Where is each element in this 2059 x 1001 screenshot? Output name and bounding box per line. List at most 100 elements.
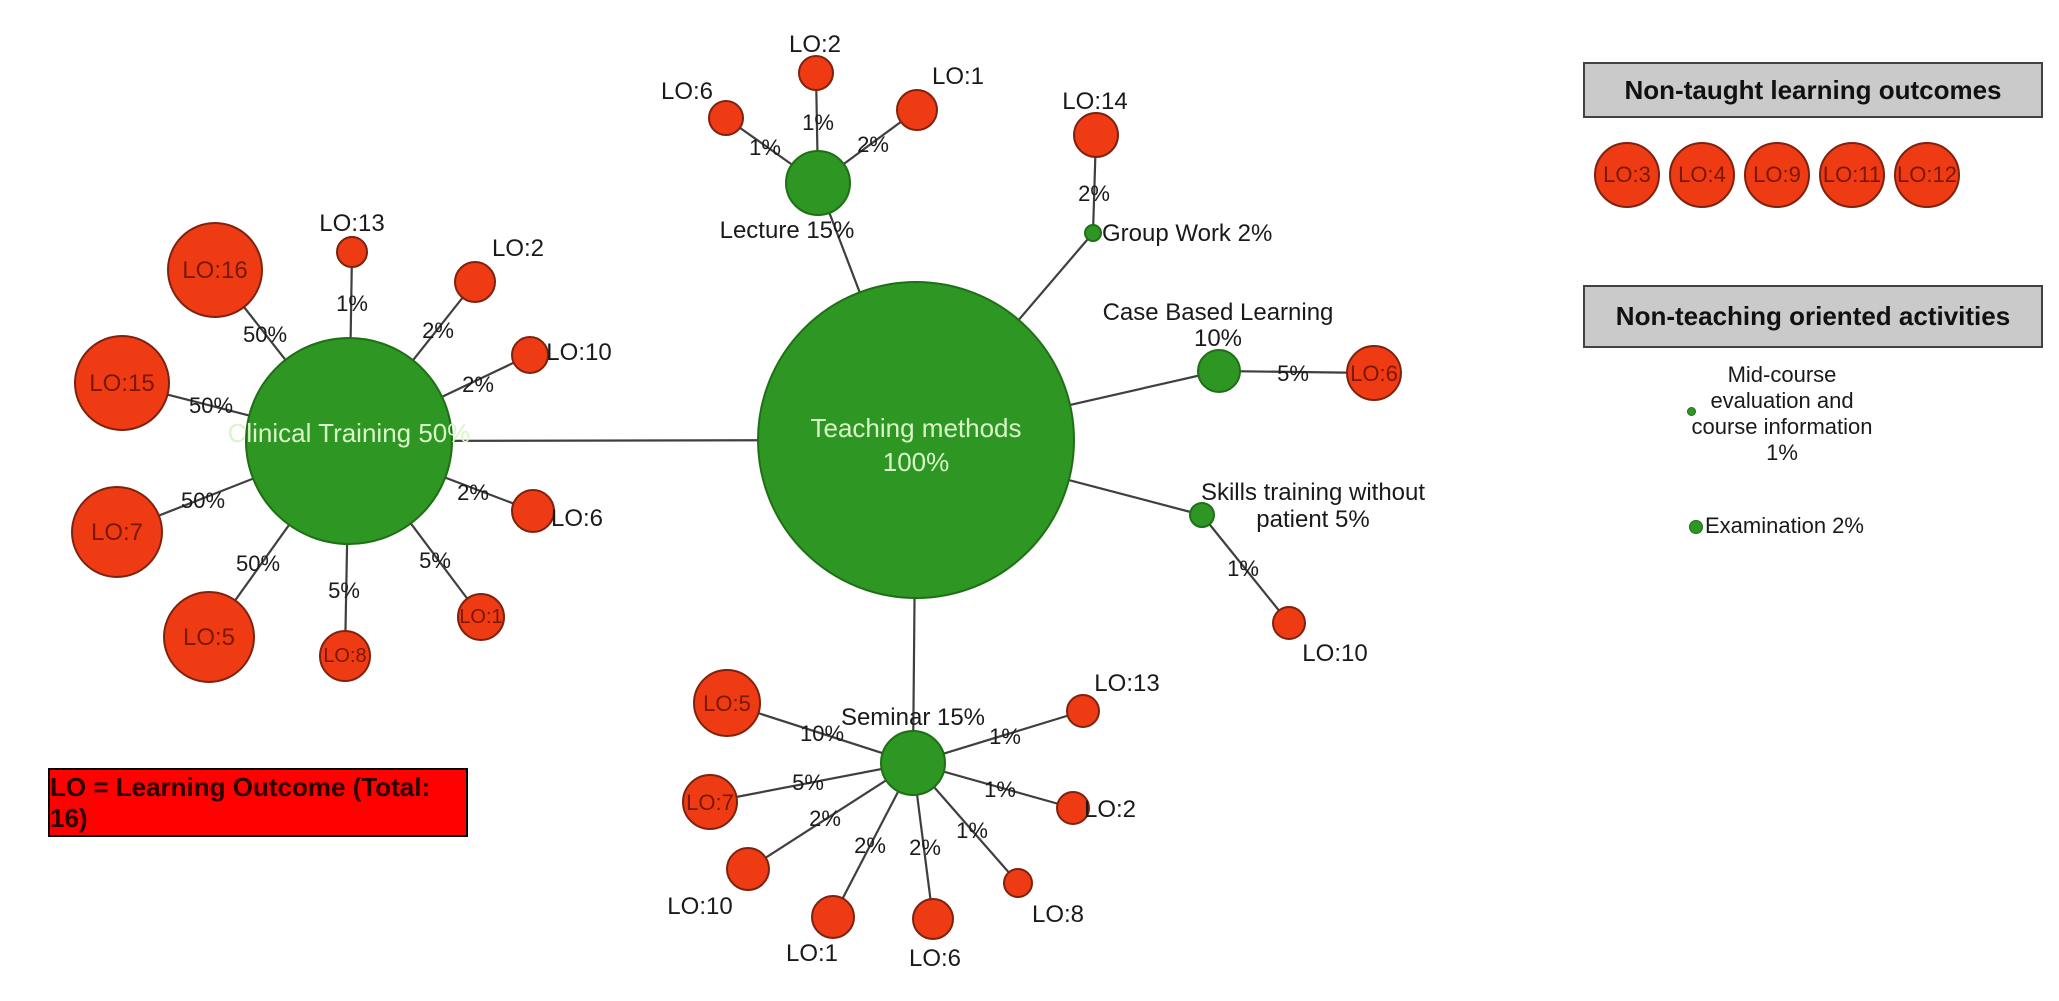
node-teaching <box>757 281 1075 599</box>
edge-label-lec-lo2-lecture: 1% <box>802 110 834 135</box>
edge-label-se-lo1-seminar: 2% <box>854 833 886 858</box>
node-clinical <box>245 337 453 545</box>
edge-label-cl-lo6-clinical: 2% <box>457 480 489 505</box>
edge-label-cl-lo15-clinical: 50% <box>189 393 233 418</box>
node-label-se-lo6: LO:6 <box>909 945 961 972</box>
node-label-cl-lo15: LO:15 <box>89 370 154 397</box>
node-cl-lo7 <box>71 486 163 578</box>
node-label-se-lo10: LO:10 <box>667 893 732 920</box>
node-label-casebased: Case Based Learning 10% <box>1103 299 1334 352</box>
edge-label-lo14-groupwork: 2% <box>1078 181 1110 206</box>
node-se-lo13 <box>1066 694 1100 728</box>
non-taught-outcomes-header: Non-taught learning outcomes <box>1583 62 2043 118</box>
node-se-lo10 <box>726 847 770 891</box>
node-cl-lo13 <box>336 236 368 268</box>
node-groupwork <box>1084 224 1102 242</box>
edge-label-sk-lo10-skills: 1% <box>1227 556 1259 581</box>
legend-outcome-lo9: LO:9 <box>1744 142 1810 208</box>
node-label-se-lo2: LO:2 <box>1084 796 1136 823</box>
mid-course-dot-icon <box>1687 407 1696 416</box>
node-se-lo2 <box>1056 791 1090 825</box>
node-label-cl-lo2: LO:2 <box>492 235 544 262</box>
node-label-lec-lo1: LO:1 <box>932 63 984 90</box>
node-lecture <box>785 150 851 216</box>
node-cl-lo16 <box>167 222 263 318</box>
node-label-cl-lo6: LO:6 <box>551 505 603 532</box>
edge-label-se-lo7-seminar: 5% <box>792 770 824 795</box>
node-label-lec-lo6: LO:6 <box>661 78 713 105</box>
legend-outcome-lo12: LO:12 <box>1894 142 1960 208</box>
edge-label-se-lo5-seminar: 10% <box>800 721 844 746</box>
edge-label-cl-lo16-clinical: 50% <box>243 322 287 347</box>
node-lec-lo1 <box>896 89 938 131</box>
examination-dot-icon <box>1689 520 1703 534</box>
node-cb-lo6 <box>1346 345 1402 401</box>
edge-label-se-lo10-seminar: 2% <box>809 806 841 831</box>
node-label-lo14: LO:14 <box>1062 88 1127 115</box>
node-cl-lo2 <box>454 261 496 303</box>
non-taught-outcomes-row: LO:3 LO:4 LO:9 LO:11 LO:12 <box>1594 142 1960 208</box>
node-label-cl-lo10: LO:10 <box>546 339 611 366</box>
node-se-lo8 <box>1003 868 1033 898</box>
node-label-groupwork: Group Work 2% <box>1102 220 1272 247</box>
node-cl-lo15 <box>74 335 170 431</box>
node-casebased <box>1197 349 1241 393</box>
edge-label-cb-lo6-casebased: 5% <box>1277 361 1309 386</box>
edge-label-cl-lo1-clinical: 5% <box>419 548 451 573</box>
edge-label-cl-lo13-clinical: 1% <box>336 291 368 316</box>
node-label-cl-lo16: LO:16 <box>182 257 247 284</box>
node-label-lecture: Lecture 15% <box>720 217 855 244</box>
non-teaching-activities-header: Non-teaching oriented activities <box>1583 285 2043 348</box>
node-label-se-lo5: LO:5 <box>703 691 751 716</box>
node-cl-lo1 <box>457 593 505 641</box>
node-lec-lo6 <box>708 100 744 136</box>
edge-label-cl-lo2-clinical: 2% <box>422 318 454 343</box>
examination-label: Examination 2% <box>1705 513 1864 538</box>
edge-label-se-lo13-seminar: 1% <box>989 724 1021 749</box>
node-skills <box>1189 502 1215 528</box>
node-se-lo7 <box>682 774 738 830</box>
node-label-se-lo13: LO:13 <box>1094 670 1159 697</box>
node-label-lec-lo2: LO:2 <box>789 31 841 58</box>
edge-label-cl-lo10-clinical: 2% <box>462 372 494 397</box>
node-se-lo1 <box>811 895 855 939</box>
node-label-cl-lo1: LO:1 <box>459 606 502 628</box>
node-label-cl-lo7: LO:7 <box>91 519 143 546</box>
node-label-sk-lo10: LO:10 <box>1302 640 1367 667</box>
edge-label-lec-lo1-lecture: 2% <box>857 132 889 157</box>
node-cl-lo6 <box>511 489 555 533</box>
node-cl-lo10 <box>511 336 549 374</box>
edge-label-se-lo6-seminar: 2% <box>909 835 941 860</box>
node-label-teaching: Teaching methods 100% <box>810 413 1021 477</box>
node-cl-lo5 <box>163 591 255 683</box>
node-label-cl-lo13: LO:13 <box>319 210 384 237</box>
mid-course-evaluation-label: Mid-course evaluation and course informa… <box>1691 362 1873 465</box>
node-label-cl-lo8: LO:8 <box>323 645 366 667</box>
node-sk-lo10 <box>1272 606 1306 640</box>
legend-outcome-lo3: LO:3 <box>1594 142 1660 208</box>
node-label-cb-lo6: LO:6 <box>1350 361 1398 386</box>
node-label-cl-lo5: LO:5 <box>183 624 235 651</box>
node-label-se-lo7: LO:7 <box>686 790 734 815</box>
edge-label-se-lo8-seminar: 1% <box>956 818 988 843</box>
edge-se-lo7-seminar <box>709 761 914 804</box>
edge-label-se-lo2-seminar: 1% <box>984 777 1016 802</box>
node-cl-lo8 <box>319 630 371 682</box>
node-se-lo6 <box>912 898 954 940</box>
node-seminar <box>880 730 946 796</box>
node-lo14 <box>1073 112 1119 158</box>
node-label-se-lo1: LO:1 <box>786 940 838 967</box>
node-label-seminar: Seminar 15% <box>841 704 985 731</box>
edge-label-lec-lo6-lecture: 1% <box>749 135 781 160</box>
edge-label-cl-lo5-clinical: 50% <box>236 551 280 576</box>
edge-sk-lo10-skills <box>1201 514 1290 624</box>
node-label-se-lo8: LO:8 <box>1032 901 1084 928</box>
node-label-clinical: Clinical Training 50% <box>228 418 471 448</box>
legend-outcome-lo4: LO:4 <box>1669 142 1735 208</box>
node-lec-lo2 <box>798 55 834 91</box>
legend-outcome-lo11: LO:11 <box>1819 142 1885 208</box>
edge-label-cl-lo7-clinical: 50% <box>181 488 225 513</box>
edge-label-cl-lo8-clinical: 5% <box>328 578 360 603</box>
